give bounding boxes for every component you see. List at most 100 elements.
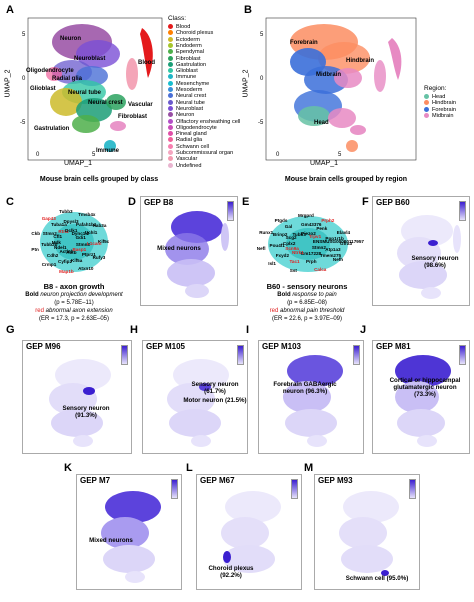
b-legend-label: Forebrain <box>432 107 456 113</box>
a-legend-item: Schwann cell <box>168 144 209 150</box>
a-xtick-1: 5 <box>92 152 95 158</box>
b-ytick-1: 0 <box>260 76 263 82</box>
c-gene-label: Kif5a <box>71 258 82 263</box>
e-title: B60 - sensory neurons <box>248 282 366 291</box>
panel-label-l: L <box>186 462 193 474</box>
a-legend-swatch <box>168 106 173 111</box>
a-label-neuron: Neuron <box>60 36 81 42</box>
b-legend-label: Hindbrain <box>432 100 456 106</box>
a-legend-swatch <box>168 37 173 42</box>
e-gene-label: Calca <box>314 267 326 272</box>
e-gene-label: Nefh <box>333 257 343 262</box>
c-gene-label: Tubb3 <box>59 209 72 214</box>
c-title: B8 - axon growth <box>14 282 134 291</box>
gep-b60-umap <box>373 197 469 305</box>
a-legend-item: Neural crest <box>168 93 206 99</box>
b-ytick-2: -5 <box>258 120 263 126</box>
a-legend-swatch <box>168 74 173 79</box>
a-label-immune: Immune <box>96 148 119 154</box>
e-gene-label: Isl1 <box>268 261 276 266</box>
a-legend-item: Gastrulation <box>168 62 206 68</box>
e-gene-label: Prph <box>306 259 316 264</box>
c-gene-label: Basp1 <box>72 247 86 252</box>
c-line1-bold: Bold <box>25 292 38 298</box>
gep-m7-umap <box>77 475 181 589</box>
c-gene-label: Cdh2 <box>47 253 58 258</box>
gep-m105-note1: Sensory neuron (61.7%) <box>183 381 247 395</box>
c-line4: (ER = 17.3, p = 2.63E–05) <box>4 316 144 322</box>
a-legend-swatch <box>168 87 173 92</box>
e-gene-label: Sst <box>290 268 297 273</box>
b-legend-swatch <box>424 107 429 112</box>
umap-region-plot <box>252 14 422 174</box>
a-legend-title: Class: <box>168 16 186 22</box>
c-gene-label: Stmn2 <box>43 231 57 236</box>
a-legend-label: Glioblast <box>176 68 198 74</box>
e-gene-label: Gal <box>285 224 292 229</box>
c-gene-label: Gap43 <box>42 216 56 221</box>
a-legend-item: Choroid plexus <box>168 30 213 36</box>
a-legend-label: Immune <box>176 74 196 80</box>
e-gene-label: Stmn2 <box>312 245 326 250</box>
e-gene-label: Prph2 <box>321 218 334 223</box>
b-legend-item: Hindbrain <box>424 100 456 106</box>
a-legend-label: Neuroblast <box>176 106 203 112</box>
gep-b8-note: Mixed neurons <box>149 245 209 252</box>
c-gene-label: Tmsb4x <box>78 212 95 217</box>
a-legend-label: Undefined <box>176 163 202 169</box>
a-legend-label: Vascular <box>176 156 197 162</box>
gep-m96-panel: GEP M96 Sensory neuron (91.3%) <box>22 340 132 454</box>
panel-label-d: D <box>128 196 136 208</box>
c-line3-red: red <box>35 308 44 314</box>
a-legend-swatch <box>168 49 173 54</box>
b-label-forebrain: Forebrain <box>290 40 318 46</box>
a-legend-label: Ependymal <box>176 49 204 55</box>
a-label-oligodendrocyte: Oligodendrocyte <box>26 68 74 74</box>
gep-m67-note: Choroid plexus (92.2%) <box>199 565 263 579</box>
a-legend-item: Fibroblast <box>168 56 201 62</box>
e-gene-label: Fxyd2 <box>276 253 289 258</box>
gep-m7-panel: GEP M7 Mixed neurons <box>76 474 182 590</box>
e-line1: Bold response to pain <box>240 292 374 298</box>
gep-b60-colorbar <box>459 201 466 221</box>
c-gene-label: Ckb <box>31 231 40 236</box>
b-label-head: Head <box>314 120 329 126</box>
a-caption: Mouse brain cells grouped by class <box>14 176 184 183</box>
a-legend-item: Pineal gland <box>168 131 207 137</box>
a-legend-swatch <box>168 156 173 161</box>
a-legend-swatch <box>168 24 173 29</box>
a-legend-item: Subcommissural organ <box>168 150 233 156</box>
a-legend-item: Blood <box>168 24 190 30</box>
panel-label-j: J <box>360 324 366 336</box>
e-line1-bold: Bold <box>277 292 290 298</box>
a-legend-item: Mesenchyme <box>168 81 209 87</box>
e-gene-label: Scn9a <box>285 246 299 251</box>
gep-m105-note2: Motor neuron (21.5%) <box>183 397 247 404</box>
a-legend-swatch <box>168 119 173 124</box>
a-label-gastrulation: Gastrulation <box>34 126 69 132</box>
c-line3-italic: abnormal axon extension <box>46 308 113 314</box>
a-legend-item: Glioblast <box>168 68 198 74</box>
a-legend-swatch <box>168 137 173 142</box>
e-gene-label: Ppp1r1b <box>325 236 343 241</box>
a-xtick-0: 0 <box>36 152 39 158</box>
a-legend-item: Immune <box>168 74 196 80</box>
a-legend-swatch <box>168 43 173 48</box>
a-legend-label: Neuron <box>176 112 194 118</box>
gep-m7-colorbar <box>171 479 178 499</box>
e-line3-italic: abnormal pain threshold <box>280 308 344 314</box>
a-legend-swatch <box>168 125 173 130</box>
c-gene-label: Map1b <box>59 269 74 274</box>
e-gene-label: Runx1 <box>259 230 273 235</box>
gep-m103-colorbar <box>353 345 360 365</box>
a-legend-swatch <box>168 163 173 168</box>
c-gene-label: L1cam <box>87 241 102 246</box>
a-label-blood: Blood <box>138 60 155 66</box>
a-legend-label: Oligodendrocyte <box>176 125 217 131</box>
e-gene-label: Penk <box>316 226 327 231</box>
gep-m7-note: Mixed neurons <box>81 537 141 544</box>
a-legend-item: Undefined <box>168 163 202 169</box>
gep-m81-note: Cortical or hippocampal glutamatergic ne… <box>385 377 465 398</box>
c-line1-italic: neuron projection development <box>40 292 122 298</box>
c-gene-label: Rab3a <box>93 223 107 228</box>
